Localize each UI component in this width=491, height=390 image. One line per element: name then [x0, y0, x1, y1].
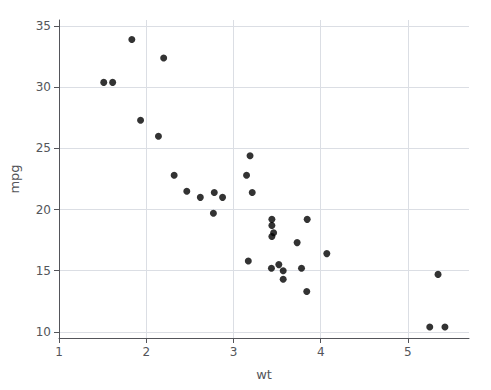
svg-text:mpg: mpg: [7, 164, 22, 193]
svg-text:10: 10: [36, 325, 51, 339]
svg-text:35: 35: [36, 19, 51, 33]
svg-text:1: 1: [55, 345, 63, 359]
svg-text:2: 2: [142, 345, 150, 359]
svg-text:20: 20: [36, 203, 51, 217]
svg-text:30: 30: [36, 80, 51, 94]
svg-text:3: 3: [230, 345, 238, 359]
svg-text:5: 5: [404, 345, 412, 359]
svg-text:15: 15: [36, 264, 51, 278]
svg-text:25: 25: [36, 141, 51, 155]
svg-text:wt: wt: [256, 367, 272, 382]
svg-text:4: 4: [317, 345, 325, 359]
